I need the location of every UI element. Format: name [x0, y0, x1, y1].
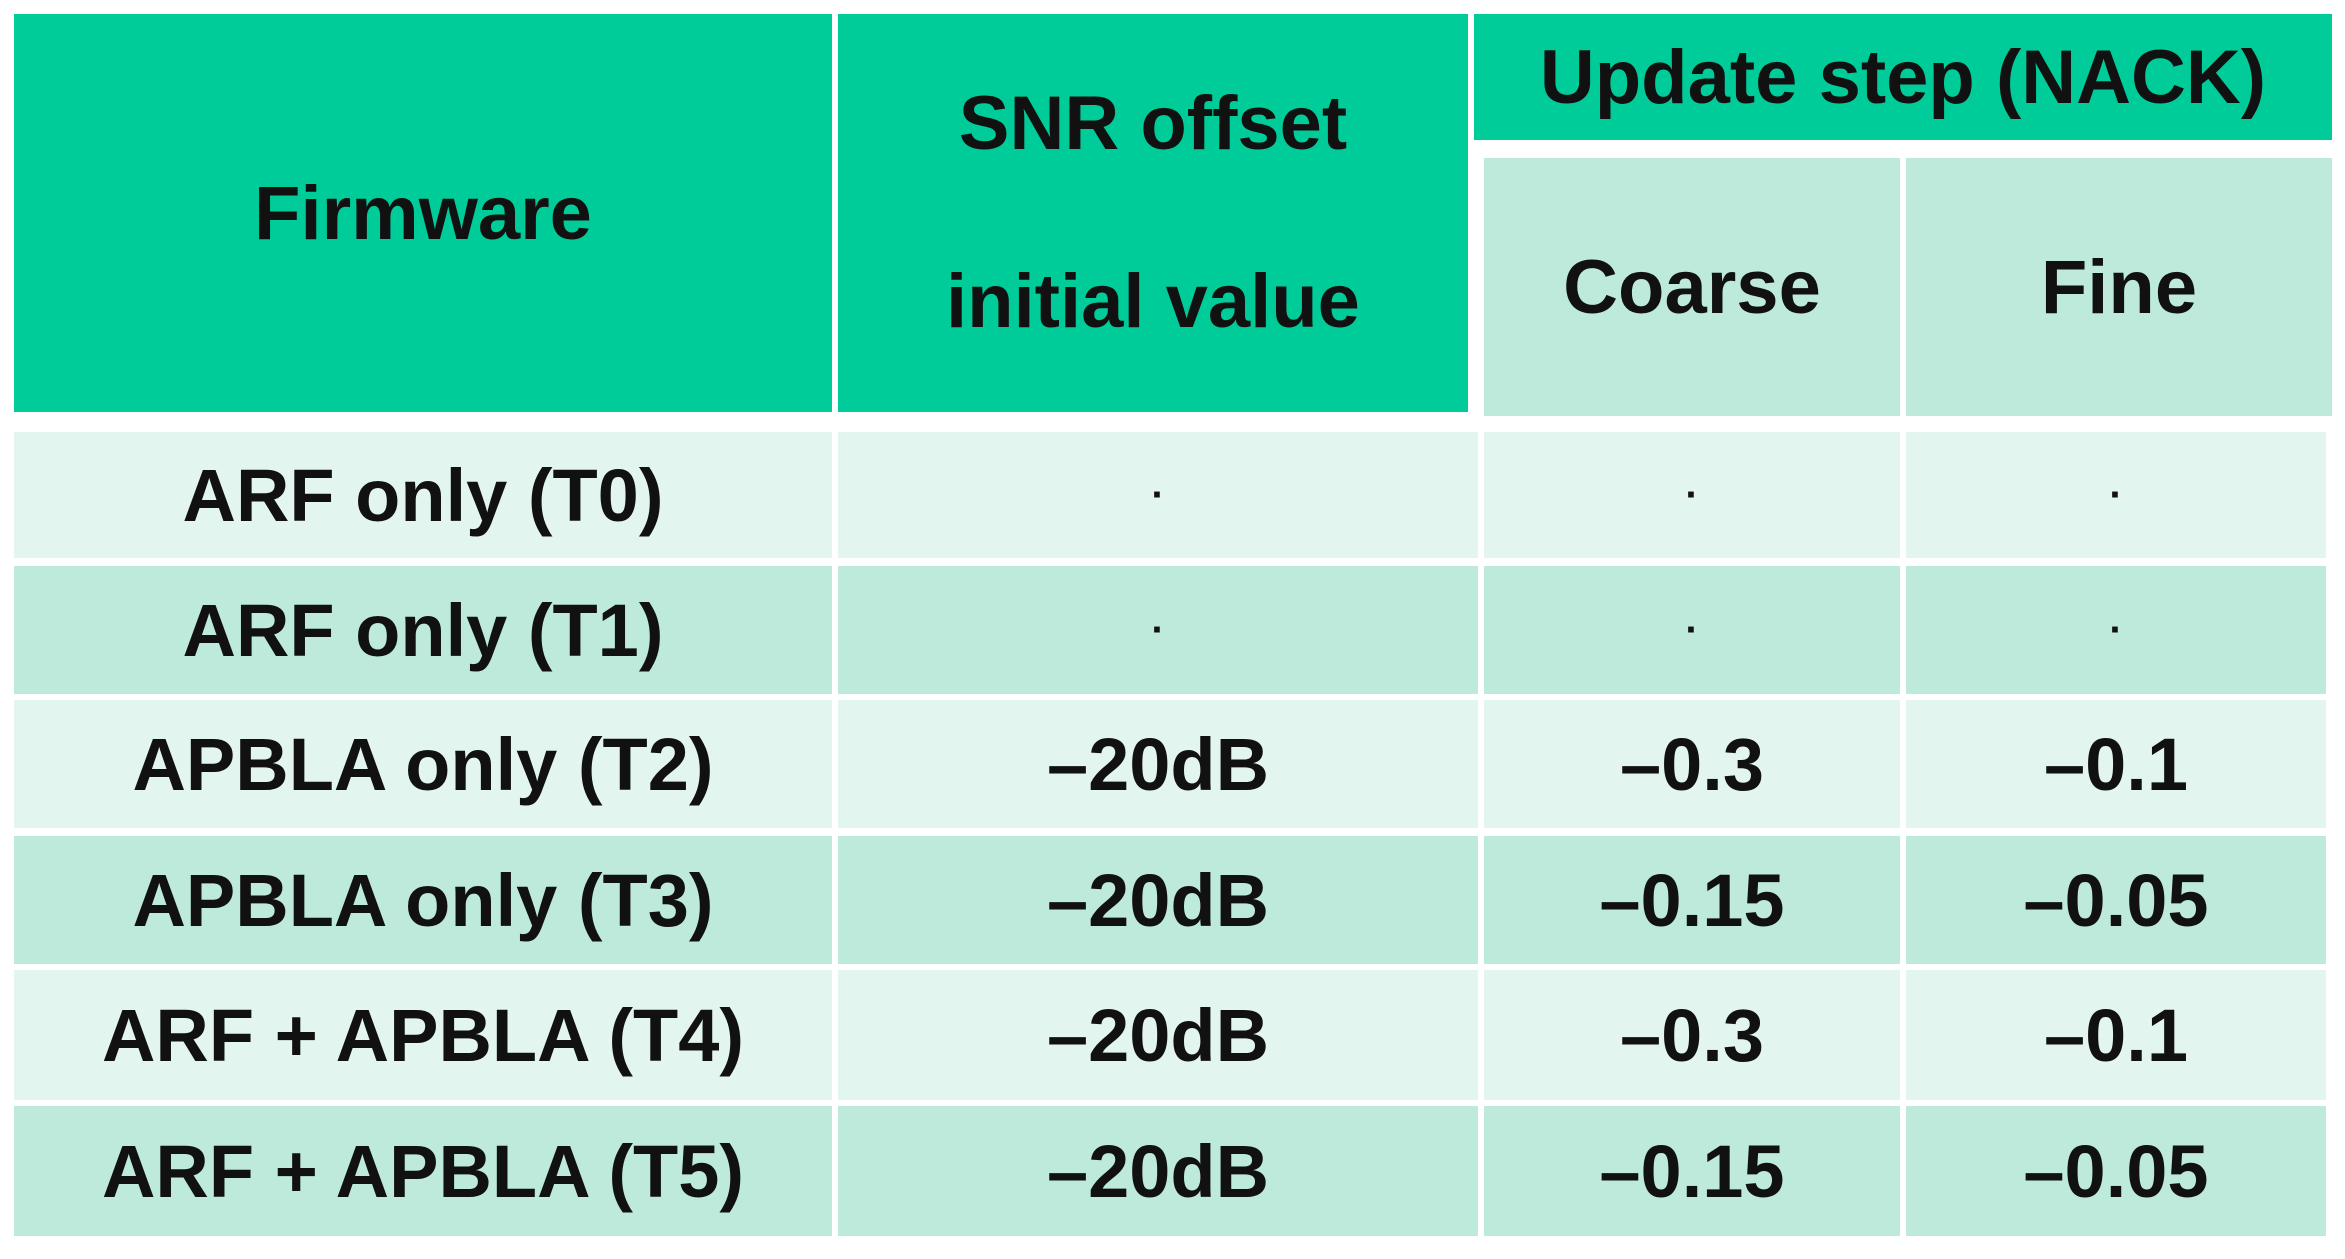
table-cell-value: ARF + APBLA (T5) [101, 1129, 744, 1213]
header-firmware-label: Firmware [254, 170, 592, 256]
table-cell-fine: · [1906, 432, 2326, 558]
table-cell-snr: –20dB [838, 1106, 1478, 1236]
table-cell-value: · [1151, 472, 1165, 517]
table-cell-coarse: –0.15 [1484, 836, 1900, 964]
table-cell-value: APBLA only (T3) [132, 858, 714, 942]
table-cell-value: ARF + APBLA (T4) [101, 993, 744, 1077]
table-cell-fine: · [1906, 566, 2326, 694]
table-cell-snr: –20dB [838, 970, 1478, 1100]
table-cell-fine: –0.05 [1906, 836, 2326, 964]
header-snr-offset: SNR offset initial value [838, 14, 1468, 412]
table-cell-firmware: ARF + APBLA (T4) [14, 970, 832, 1100]
table-cell-value: APBLA only (T2) [132, 722, 714, 806]
table-cell-coarse: –0.3 [1484, 700, 1900, 828]
table-cell-value: · [1685, 472, 1699, 517]
table-cell-value: · [1151, 607, 1165, 652]
table-cell-value: ARF only (T1) [182, 588, 664, 672]
table-cell-fine: –0.05 [1906, 1106, 2326, 1236]
table-cell-value: –0.15 [1599, 858, 1785, 942]
table-cell-firmware: APBLA only (T2) [14, 700, 832, 828]
table-cell-value: –0.1 [2043, 722, 2189, 806]
table-cell-value: –0.05 [2023, 858, 2209, 942]
header-update-step: Update step (NACK) [1474, 14, 2332, 140]
table-cell-value: –0.1 [2043, 993, 2189, 1077]
table-cell-coarse: –0.3 [1484, 970, 1900, 1100]
header-coarse: Coarse [1484, 158, 1900, 416]
table-cell-value: –20dB [1046, 858, 1270, 942]
header-snr-line2: initial value [946, 259, 1360, 344]
table-cell-value: –0.05 [2023, 1129, 2209, 1213]
table-cell-snr: · [838, 432, 1478, 558]
table-cell-coarse: · [1484, 566, 1900, 694]
table-cell-value: –20dB [1046, 722, 1270, 806]
table-cell-value: –0.3 [1619, 993, 1765, 1077]
table-cell-value: · [2109, 607, 2123, 652]
header-update-step-label: Update step (NACK) [1539, 34, 2267, 120]
table-cell-value: –0.15 [1599, 1129, 1785, 1213]
table-cell-value: –0.3 [1619, 722, 1765, 806]
table-cell-snr: · [838, 566, 1478, 694]
table-cell-firmware: APBLA only (T3) [14, 836, 832, 964]
table-cell-snr: –20dB [838, 836, 1478, 964]
table-cell-value: · [1685, 607, 1699, 652]
table-cell-snr: –20dB [838, 700, 1478, 828]
table-cell-fine: –0.1 [1906, 700, 2326, 828]
header-coarse-label: Coarse [1563, 244, 1821, 330]
header-snr-line1: SNR offset [958, 81, 1348, 166]
table-cell-value: –20dB [1046, 993, 1270, 1077]
table-cell-value: · [2109, 472, 2123, 517]
header-fine-label: Fine [2040, 244, 2198, 330]
table-cell-value: ARF only (T0) [182, 453, 664, 537]
table-cell-firmware: ARF only (T1) [14, 566, 832, 694]
table-cell-firmware: ARF only (T0) [14, 432, 832, 558]
table-cell-fine: –0.1 [1906, 970, 2326, 1100]
table-cell-firmware: ARF + APBLA (T5) [14, 1106, 832, 1236]
table-cell-coarse: · [1484, 432, 1900, 558]
table-cell-coarse: –0.15 [1484, 1106, 1900, 1236]
header-fine: Fine [1906, 158, 2332, 416]
table-cell-value: –20dB [1046, 1129, 1270, 1213]
header-firmware: Firmware [14, 14, 832, 412]
